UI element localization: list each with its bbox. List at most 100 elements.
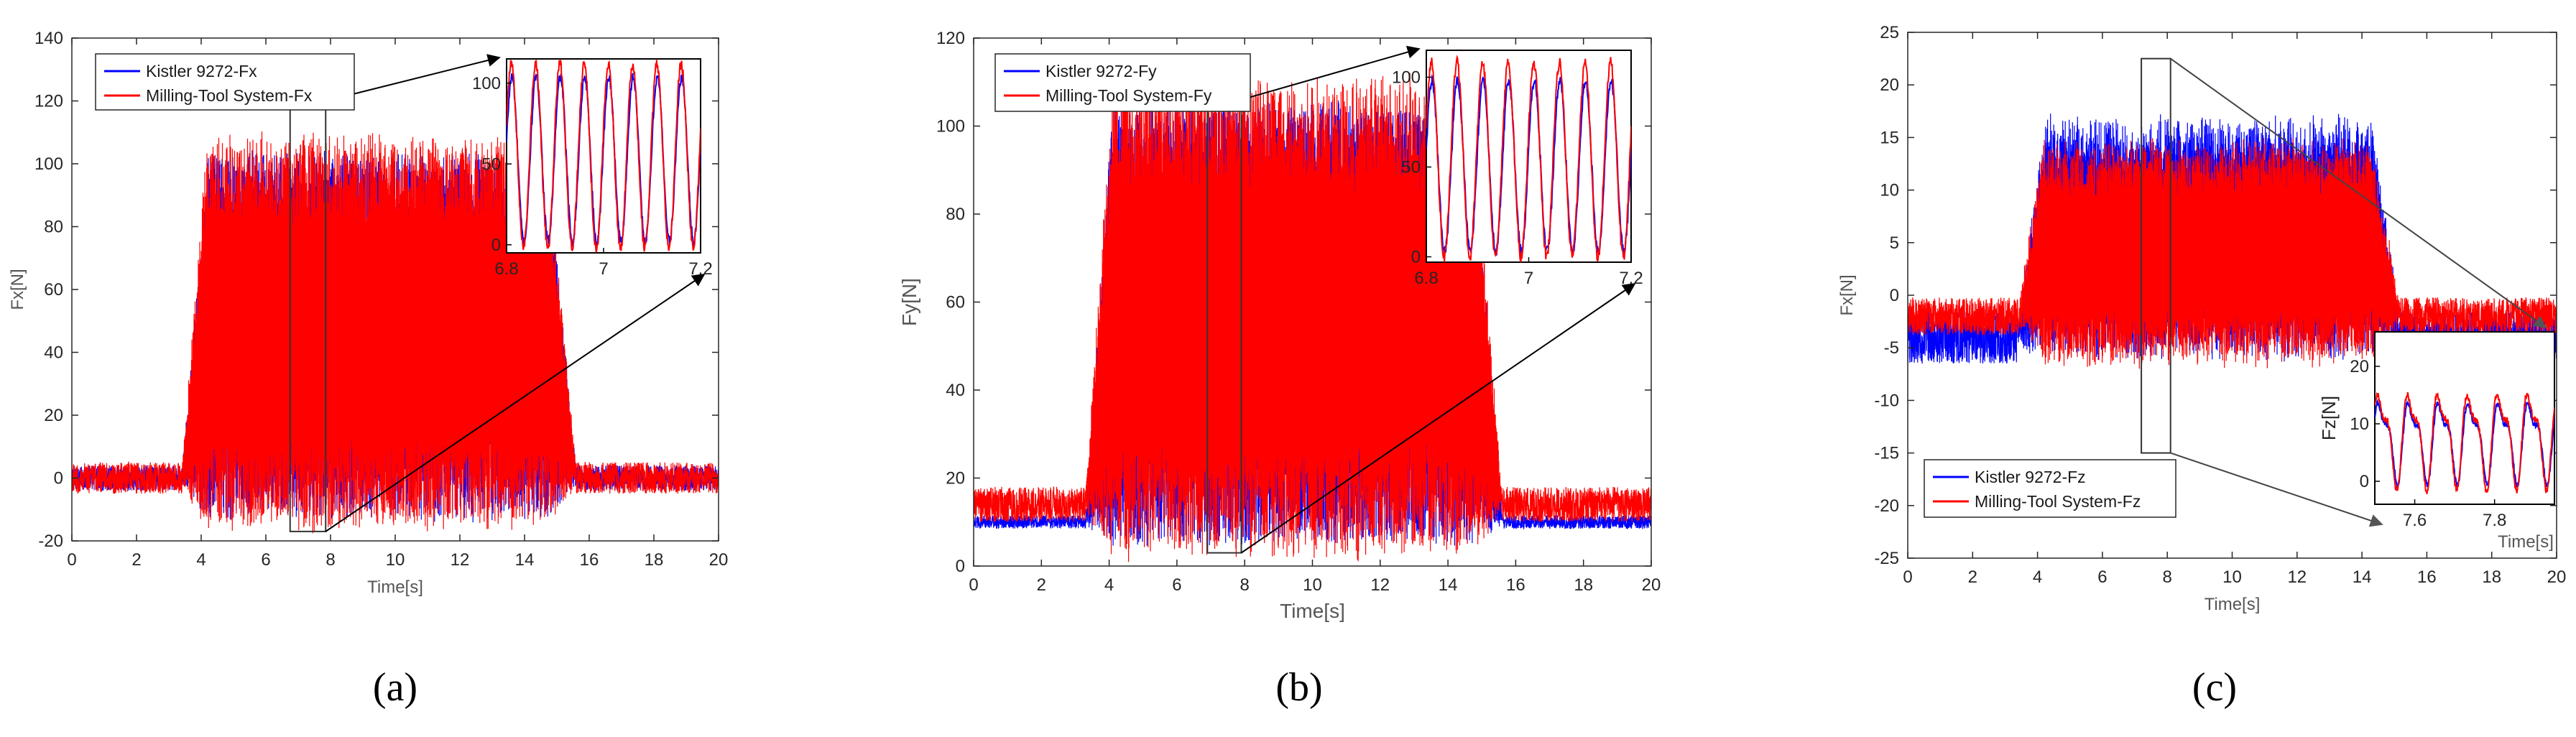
y-tick-label: 60 <box>946 293 965 312</box>
legend: Kistler 9272-Fz Milling-Tool System-Fz <box>1924 459 2176 518</box>
y-tick-label: -25 <box>1874 549 1899 568</box>
legend-label-kistler: Kistler 9272-Fx <box>146 62 257 80</box>
x-tick-label: 4 <box>2033 567 2042 587</box>
x-tick-label: 16 <box>2417 567 2437 587</box>
inset-plot: 6.8 7 7.2 0 50 100 <box>472 58 713 279</box>
legend-label-kistler: Kistler 9272-Fy <box>1045 62 1157 80</box>
zoom-arrow-bottom <box>325 273 706 532</box>
y-tick-label: 20 <box>1880 75 1899 95</box>
x-tick-label: 6 <box>261 550 270 570</box>
panel-label: (c) <box>2192 665 2237 710</box>
inset-series-line-kistler <box>2375 398 2554 488</box>
x-tick-label: 2 <box>131 550 141 570</box>
x-tick-label: 2 <box>1037 575 1046 595</box>
x-tick-label: 8 <box>326 550 335 570</box>
zoom-arrow-top <box>1241 45 1421 101</box>
x-tick-label: 10 <box>1303 575 1322 595</box>
x-tick-label: 8 <box>1240 575 1250 595</box>
inset-x-tick-label: 7 <box>599 259 608 279</box>
y-tick-label: 20 <box>946 469 965 488</box>
x-tick-label: 6 <box>1172 575 1181 595</box>
inset-series-group <box>1426 55 1631 262</box>
inset-y-tick-label: 50 <box>481 154 501 174</box>
inset-y-tick-label: 100 <box>1392 68 1421 88</box>
x-tick-label: 10 <box>386 550 405 570</box>
y-tick-label: 100 <box>34 154 63 174</box>
y-tick-label: 140 <box>34 29 63 48</box>
inset-x-axis-label: Time[s] <box>2498 532 2554 552</box>
inset-x-tick-label: 7.6 <box>2403 511 2427 530</box>
x-axis-label: Time[s] <box>367 578 423 597</box>
inset-plot: 6.8 7 7.2 0 50 100 <box>1392 50 1643 288</box>
x-tick-label: 12 <box>451 550 470 570</box>
x-tick-label: 18 <box>645 550 664 570</box>
series-line-milling-tool <box>72 131 719 534</box>
inset-y-tick-label: 0 <box>2360 472 2369 491</box>
inset-series-line-milling-tool <box>2375 391 2554 494</box>
x-tick-label: 4 <box>196 550 206 570</box>
y-tick-label: 0 <box>956 557 965 576</box>
series-line-milling-tool <box>974 73 1651 562</box>
x-tick-label: 12 <box>2287 567 2307 587</box>
y-tick-label: 10 <box>1880 181 1899 200</box>
inset-series-line-milling-tool <box>507 60 701 253</box>
x-axis-label: Time[s] <box>1280 600 1345 622</box>
inset-y-tick-label: 50 <box>1401 158 1421 177</box>
y-tick-label: -15 <box>1874 444 1899 463</box>
inset-series-group <box>507 60 701 253</box>
x-tick-label: 20 <box>709 550 729 570</box>
series-line-milling-tool <box>1908 138 2557 369</box>
inset-x-tick-label: 7 <box>1524 269 1533 288</box>
legend-box <box>994 53 1251 112</box>
y-tick-label: 80 <box>946 205 965 224</box>
panel-c: 0 2 4 6 8 10 12 14 16 18 20 -25 -20 -15 -10 -5 0 5 10 15 20 2… <box>1837 23 2566 710</box>
inset-y-axis-label: Fz[N] <box>2318 396 2340 440</box>
y-tick-label: -10 <box>1874 391 1899 410</box>
x-tick-label: 0 <box>67 550 76 570</box>
inset-plot: 7.6 7.8 0 10 20 Fz[N] Time[s] <box>2318 331 2555 552</box>
y-tick-label: 20 <box>44 406 63 425</box>
panel-label: (a) <box>373 665 417 710</box>
x-tick-label: 4 <box>1104 575 1114 595</box>
inset-x-tick-label: 7.2 <box>1619 269 1643 288</box>
x-tick-label: 14 <box>2353 567 2372 587</box>
legend: Kistler 9272-Fy Milling-Tool System-Fy <box>994 53 1251 112</box>
inset-y-tick-label: 20 <box>2350 357 2369 376</box>
inset-y-tick-label: 0 <box>1411 248 1421 267</box>
inset-x-tick-label: 6.8 <box>1414 269 1438 288</box>
x-tick-label: 20 <box>2547 567 2567 587</box>
inset-x-tick-label: 6.8 <box>494 259 518 279</box>
inset-y-tick-label: 10 <box>2350 414 2369 434</box>
y-axis-label: Fy[N] <box>898 278 920 326</box>
x-tick-label: 10 <box>2222 567 2242 587</box>
y-tick-label: 0 <box>54 469 63 488</box>
y-tick-label: 40 <box>946 381 965 400</box>
zoom-arrow-bottom <box>2170 452 2383 527</box>
x-tick-label: 0 <box>969 575 978 595</box>
y-tick-label: -20 <box>38 532 63 551</box>
x-tick-label: 6 <box>2097 567 2107 587</box>
x-tick-label: 2 <box>1968 567 1977 587</box>
series-group <box>974 73 1651 562</box>
zoom-window <box>2141 57 2171 454</box>
legend-box <box>95 53 355 111</box>
inset-y-tick-label: 0 <box>491 236 501 255</box>
inset-x-tick-label: 7.8 <box>2483 511 2506 530</box>
y-tick-label: 15 <box>1880 128 1899 147</box>
x-tick-label: 14 <box>1439 575 1458 595</box>
inset-y-tick-label: 100 <box>472 74 501 93</box>
inset-series-group <box>2375 391 2554 494</box>
y-tick-label: 100 <box>936 117 965 136</box>
y-tick-label: 120 <box>34 92 63 111</box>
series-group <box>1908 113 2557 369</box>
panel-b: 0 2 4 6 8 10 12 14 16 18 20 0 20 40 60 80 100 120 Time[s] F… <box>898 29 1661 710</box>
y-tick-label: 40 <box>44 343 63 363</box>
y-tick-label: 80 <box>44 218 63 237</box>
x-tick-label: 18 <box>1574 575 1593 595</box>
panel-label: (b) <box>1275 665 1322 710</box>
x-tick-label: 8 <box>2163 567 2172 587</box>
x-axis-label: Time[s] <box>2205 595 2261 614</box>
legend-label-milling-tool: Milling-Tool System-Fz <box>1975 492 2141 511</box>
series-group <box>72 131 719 534</box>
